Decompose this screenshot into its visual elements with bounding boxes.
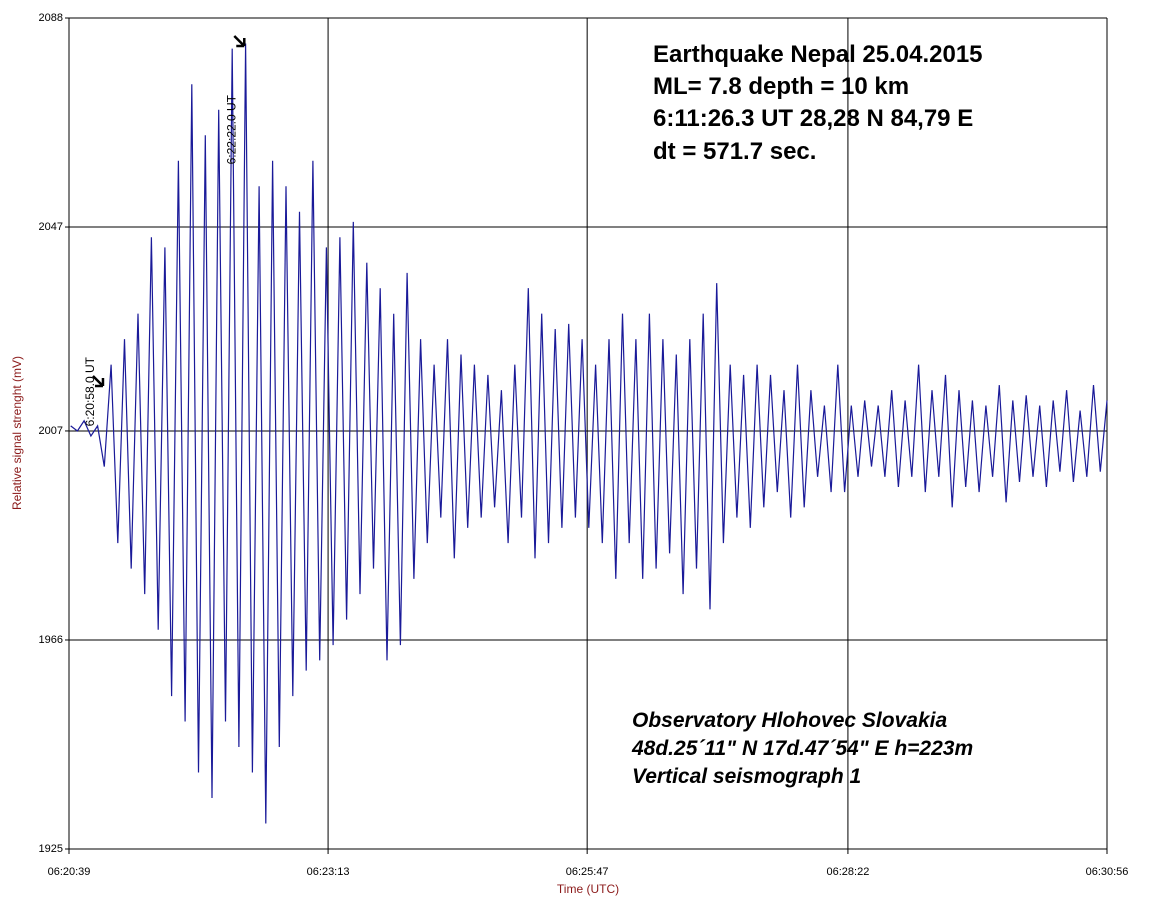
x-tick-label: 06:20:39 <box>48 866 91 878</box>
note-line: 48d.25´11" N 17d.47´54" E h=223m <box>631 737 973 760</box>
x-axis-label: Time (UTC) <box>557 882 619 896</box>
annotation-arrow <box>233 35 246 48</box>
y-tick-label: 2047 <box>39 221 63 233</box>
note-line: Observatory Hlohovec Slovakia <box>632 709 947 732</box>
y-tick-label: 1925 <box>39 843 63 855</box>
annotation-label: 6:22:22.0 UT <box>224 94 238 164</box>
title-line: Earthquake Nepal 25.04.2015 <box>653 41 983 68</box>
annotation-arrow <box>92 375 105 388</box>
y-tick-label: 2007 <box>39 425 63 437</box>
x-tick-label: 06:30:56 <box>1086 866 1129 878</box>
title-line: dt = 571.7 sec. <box>653 138 816 165</box>
note-line: Vertical seismograph 1 <box>632 765 861 788</box>
x-tick-label: 06:25:47 <box>566 866 609 878</box>
annotation-label: 6:20:58.0 UT <box>83 356 97 426</box>
signal-line <box>70 43 1108 824</box>
y-tick-label: 2088 <box>39 12 63 24</box>
title-line: ML= 7.8 depth = 10 km <box>653 73 909 100</box>
title-line: 6:11:26.3 UT 28,28 N 84,79 E <box>653 105 973 132</box>
x-tick-label: 06:23:13 <box>307 866 350 878</box>
y-tick-label: 1966 <box>39 634 63 646</box>
y-axis-label: Relative signal strenght (mV) <box>10 356 24 510</box>
x-tick-label: 06:28:22 <box>827 866 870 878</box>
